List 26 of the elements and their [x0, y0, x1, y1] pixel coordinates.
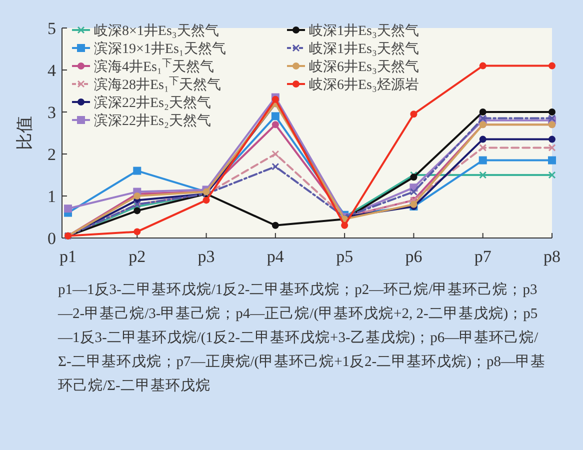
legend-label: 滨深22井Es₂天然气 — [94, 95, 211, 111]
x-tick-label: p2 — [128, 247, 146, 266]
x-tick-label: p4 — [266, 247, 284, 266]
legend-label: 滨深19×1井Es₁天然气 — [94, 41, 226, 57]
legend-label: 岐深6井Es₃烃源岩 — [309, 77, 419, 93]
x-tick-label: p8 — [544, 247, 560, 266]
y-axis-title: 比值 — [15, 116, 34, 150]
y-tick-label: 4 — [48, 61, 56, 80]
x-tick-label: p3 — [198, 247, 215, 266]
legend-label: 岐深1井Es₃天然气 — [309, 41, 419, 57]
legend-label: 滨海4井Es₁$^{下}$天然气 — [94, 58, 214, 75]
legend-label: 滨深22井Es₂天然气 — [94, 113, 211, 129]
x-tick-label: p6 — [405, 247, 422, 266]
y-tick-label: 3 — [48, 103, 56, 122]
x-tick-label: p5 — [336, 247, 354, 266]
y-tick-label: 1 — [48, 187, 56, 206]
x-tick-label: p1 — [60, 247, 76, 266]
legend-label: 岐深6井Es₃天然气 — [309, 59, 419, 75]
y-tick-label: 0 — [48, 229, 56, 248]
y-tick-label: 5 — [48, 19, 56, 38]
legend-label: 岐深1井Es₃天然气 — [309, 23, 419, 39]
legend-label: 岐深8×1井Es₃天然气 — [94, 23, 219, 39]
text: p1—1反3-二甲基环戊烷/1反2-二甲基环戊烷；p2—环己烷/甲基环己烷；p3—2-甲基己烷/3-甲基己烷；p4—正己烷/(甲基环戊烷+2, 2-二甲基戊烷)；p5—1反3-二甲基环戊烷/(1反2-二甲基环戊烷+3-乙基戊烷)；p6—甲基环己烷/Σ-二甲基环戊烷；p7—正庚烷/(甲基环己烷+1反2-二甲基环戊烷)；p8—甲基环己烷/Σ-二甲基环戊烷 — [58, 281, 546, 396]
legend-label: 滨海28井Es₁$^{下}$天然气 — [94, 76, 221, 93]
x-tick-label: p7 — [474, 247, 492, 266]
y-tick-label: 2 — [48, 145, 56, 164]
